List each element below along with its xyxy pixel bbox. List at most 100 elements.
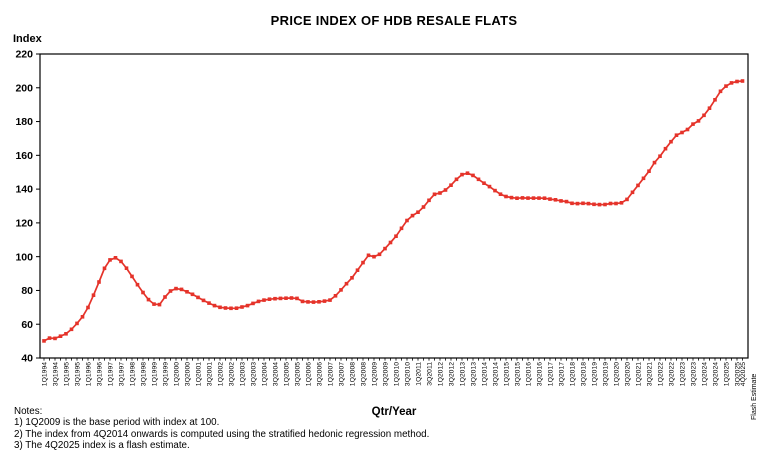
data-point-marker — [80, 315, 85, 319]
y-tick-label: 140 — [15, 184, 33, 196]
x-tick-label: 3Q2011 — [427, 362, 434, 386]
y-axis: 40 60 80 100 120 140 160 180 200 220 — [15, 49, 40, 365]
data-point-marker — [553, 198, 558, 202]
data-point-marker — [482, 181, 486, 185]
data-point-marker — [432, 192, 437, 197]
x-tick-label: 3Q2017 — [559, 362, 566, 386]
x-tick-label: 1Q1995 — [64, 362, 71, 386]
data-point-marker — [317, 300, 321, 304]
x-tick-label: 1Q2009 — [372, 362, 379, 386]
x-tick-label: 1Q2020 — [614, 362, 621, 386]
data-point-marker — [355, 268, 360, 272]
data-point-marker — [141, 290, 145, 295]
data-point-marker — [212, 303, 217, 308]
notes-heading: Notes: — [14, 406, 43, 417]
data-point-marker — [201, 298, 206, 303]
data-point-marker — [190, 292, 195, 297]
x-tick-label: 3Q2023 — [691, 362, 698, 386]
y-tick-label: 100 — [15, 251, 33, 263]
x-tick-label: 1Q2001 — [196, 362, 203, 386]
x-tick-label: 1Q2003 — [240, 362, 247, 386]
data-point-marker — [537, 196, 541, 200]
data-point-marker — [735, 79, 739, 84]
x-tick-label: 3Q2014 — [493, 362, 500, 386]
x-tick-label: 3Q2025 — [735, 362, 742, 386]
x-tick-label: 1Q2011 — [416, 362, 423, 386]
chart-title: PRICE INDEX OF HDB RESALE FLATS — [270, 13, 518, 28]
x-tick-label: 1Q2008 — [350, 362, 357, 386]
x-axis: 1Q1994 3Q1994 1Q1995 3Q1995 1Q1996 3Q1996 1Q19… — [42, 358, 747, 386]
data-point-marker — [592, 202, 596, 207]
y-tick-label: 80 — [21, 285, 33, 297]
data-point-marker — [685, 127, 690, 132]
data-point-marker — [152, 302, 156, 306]
data-point-marker — [91, 293, 96, 297]
data-point-marker — [647, 169, 651, 173]
x-tick-label: 1Q2002 — [218, 362, 225, 386]
data-point-marker — [278, 296, 283, 301]
x-tick-label: 3Q2016 — [537, 362, 544, 386]
data-point-marker — [58, 334, 63, 338]
x-tick-label: 3Q2004 — [273, 362, 280, 386]
data-point-marker — [399, 226, 404, 231]
data-point-marker — [295, 296, 299, 301]
x-tick-label: 3Q2010 — [405, 362, 412, 386]
data-point-marker — [718, 89, 723, 94]
data-point-marker — [119, 259, 123, 264]
data-point-marker — [564, 199, 569, 204]
x-tick-label: 1Q1998 — [130, 362, 137, 386]
data-point-marker — [339, 288, 343, 292]
x-tick-label: 3Q2006 — [317, 362, 324, 386]
data-point-marker — [146, 297, 151, 302]
note-line-3: 3) The 4Q2025 index is a flash estimate. — [14, 440, 190, 452]
data-point-marker — [641, 176, 646, 181]
y-tick-label: 160 — [15, 150, 33, 162]
data-point-marker — [443, 188, 448, 192]
x-tick-label: 1Q2021 — [636, 362, 643, 386]
x-tick-label: 3Q2020 — [625, 362, 632, 386]
x-tick-label: 1Q1996 — [86, 362, 93, 386]
x-tick-label: 1Q2005 — [284, 362, 291, 386]
x-tick-label: 1Q2022 — [658, 362, 665, 386]
data-point-marker — [652, 160, 657, 165]
data-point-marker — [361, 260, 365, 265]
data-point-marker — [372, 254, 376, 259]
data-point-marker — [526, 196, 530, 200]
data-point-marker — [284, 296, 288, 300]
data-point-marker — [658, 154, 662, 158]
data-point-marker — [102, 266, 107, 271]
x-tick-label: 3Q1997 — [119, 362, 126, 386]
data-point-marker — [597, 202, 602, 207]
data-point-markers — [42, 79, 745, 343]
x-tick-label: 3Q2008 — [361, 362, 368, 386]
data-point-marker — [333, 294, 338, 298]
data-point-marker — [449, 183, 453, 187]
data-point-marker — [86, 305, 90, 310]
data-point-marker — [559, 199, 563, 203]
data-point-marker — [157, 302, 162, 307]
data-point-marker — [113, 256, 118, 260]
data-point-marker — [674, 133, 679, 137]
data-point-marker — [498, 192, 503, 196]
x-tick-label: 1Q2014 — [482, 362, 489, 386]
plot-border — [39, 53, 749, 359]
x-tick-label: 1Q2010 — [394, 362, 401, 386]
data-point-marker — [421, 205, 426, 209]
data-point-marker — [42, 339, 46, 343]
data-point-marker — [251, 301, 255, 306]
data-point-marker — [410, 213, 415, 218]
data-point-marker — [196, 295, 200, 300]
x-tick-label: 1Q2007 — [328, 362, 335, 386]
data-point-marker — [377, 252, 382, 257]
data-point-marker — [575, 201, 580, 206]
y-tick-label: 40 — [21, 353, 33, 365]
x-tick-label: 1Q2017 — [548, 362, 555, 386]
price-index-line — [43, 80, 743, 342]
x-tick-label: 1Q2015 — [504, 362, 511, 386]
data-point-marker — [168, 289, 173, 293]
data-point-marker — [108, 258, 112, 262]
data-point-marker — [223, 306, 228, 310]
data-point-marker — [504, 194, 508, 199]
